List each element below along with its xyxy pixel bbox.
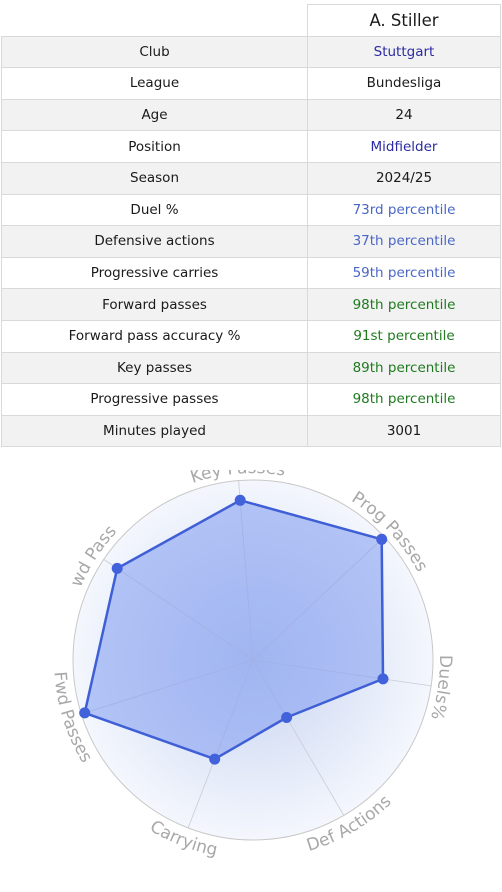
radar-point <box>376 533 388 545</box>
table-row: Forward passes 98th percentile <box>1 288 501 321</box>
table-row: Season 2024/25 <box>1 161 501 195</box>
stat-value: 98th percentile <box>307 288 501 321</box>
radar-series-area <box>83 499 385 761</box>
stat-label: Duel % <box>1 193 308 227</box>
stat-label: League <box>1 67 308 100</box>
radar-point <box>281 712 293 723</box>
table-row: Club Stuttgart <box>1 35 501 69</box>
stat-value: 3001 <box>307 414 501 448</box>
stat-label: Minutes played <box>1 414 308 448</box>
stat-label: Club <box>1 35 308 69</box>
stat-value: 59th percentile <box>307 256 501 290</box>
table-row: Progressive passes 98th percentile <box>1 383 501 416</box>
header-blank-cell <box>1 4 308 37</box>
stat-label: Age <box>1 98 308 132</box>
table-row: Age 24 <box>1 98 501 132</box>
stat-value: Midfielder <box>307 130 501 163</box>
stat-label: Progressive carries <box>1 256 308 290</box>
stat-label: Defensive actions <box>1 225 308 258</box>
table-row: Progressive carries 59th percentile <box>1 256 501 290</box>
table-row: Duel % 73rd percentile <box>1 193 501 227</box>
table-row: Key passes 89th percentile <box>1 351 501 385</box>
radar-point <box>79 707 91 719</box>
radar-point <box>234 494 246 506</box>
table-row: Forward pass accuracy % 91st percentile <box>1 319 501 353</box>
stat-label: Key passes <box>1 351 308 385</box>
stat-value: Bundesliga <box>307 67 501 100</box>
radar-point <box>209 753 221 765</box>
stat-value: 91st percentile <box>307 319 501 353</box>
stat-value: 98th percentile <box>307 383 501 416</box>
stat-value: 24 <box>307 98 501 132</box>
stat-label: Season <box>1 161 308 195</box>
stat-value: 73rd percentile <box>307 193 501 227</box>
table-row: League Bundesliga <box>1 67 501 100</box>
stat-value: 37th percentile <box>307 225 501 258</box>
table-row: Position Midfielder <box>1 130 501 163</box>
table-row: Minutes played 3001 <box>1 414 501 448</box>
stat-label: Position <box>1 130 308 163</box>
table-row: Defensive actions 37th percentile <box>1 225 501 258</box>
stat-value: 89th percentile <box>307 351 501 385</box>
radar-point <box>377 673 389 685</box>
player-stats-table: A. Stiller Club Stuttgart League Bundesliga… <box>1 4 501 448</box>
stat-label: Forward pass accuracy % <box>1 319 308 353</box>
radar-point <box>111 562 123 574</box>
stat-value: Stuttgart <box>307 35 501 69</box>
player-name: A. Stiller <box>307 4 501 37</box>
stat-label: Forward passes <box>1 288 308 321</box>
stat-value: 2024/25 <box>307 161 501 195</box>
table-header-row: A. Stiller <box>1 4 501 37</box>
stat-label: Progressive passes <box>1 383 308 416</box>
